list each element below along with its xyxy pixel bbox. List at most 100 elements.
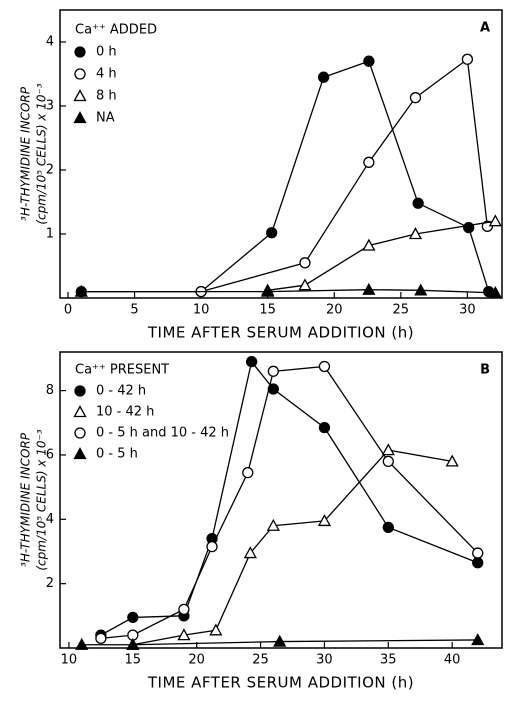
legend-label: NA — [96, 111, 115, 126]
y-tick-label: 3 — [46, 99, 54, 114]
legend-marker — [73, 111, 87, 124]
y-tick-label: 6 — [46, 447, 54, 462]
marker — [245, 356, 258, 368]
series-line — [100, 365, 479, 639]
marker — [261, 284, 275, 297]
marker — [317, 514, 332, 527]
marker — [75, 637, 89, 650]
marker — [362, 282, 376, 295]
series-line — [200, 58, 489, 293]
marker — [414, 283, 428, 296]
y-axis-title: ³H-THYMIDINE INCORP — [19, 432, 33, 567]
marker — [266, 227, 278, 239]
marker — [363, 55, 375, 67]
legend-marker — [74, 427, 86, 439]
series-line — [267, 220, 496, 291]
series-line — [81, 289, 496, 294]
plot-frame — [59, 351, 503, 649]
x-tick-label: 30 — [316, 653, 333, 668]
legend-label: 0 - 42 h — [96, 384, 146, 399]
marker — [273, 634, 287, 647]
marker — [488, 214, 502, 227]
x-tick-label: 10 — [61, 653, 78, 668]
marker — [445, 454, 459, 467]
marker — [409, 92, 422, 104]
marker — [463, 221, 475, 234]
y-tick-label: 2 — [46, 576, 54, 591]
legend-marker — [73, 89, 87, 102]
x-tick-label: 25 — [252, 653, 269, 668]
x-axis-title: TIME AFTER SERUM ADDITION (h) — [147, 674, 414, 692]
x-tick-label: 35 — [380, 653, 397, 668]
marker — [412, 197, 424, 209]
legend-marker — [74, 385, 86, 397]
marker — [127, 611, 139, 624]
y-tick-label: 1 — [46, 227, 54, 242]
x-tick-label: 25 — [393, 303, 410, 318]
marker — [74, 284, 88, 297]
marker — [472, 557, 484, 569]
legend-label: 10 - 42 h — [96, 405, 154, 420]
x-tick-label: 20 — [188, 653, 205, 668]
panel-label: A — [480, 21, 490, 36]
marker — [177, 628, 191, 641]
y-tick-label: 8 — [46, 383, 54, 398]
legend-title: Ca⁺⁺ ADDED — [75, 23, 157, 38]
marker — [267, 365, 279, 377]
x-tick-label: 15 — [125, 653, 142, 668]
legend-label: 0 - 5 h — [96, 447, 138, 462]
x-tick-label: 40 — [444, 653, 461, 668]
marker — [382, 521, 394, 533]
marker — [362, 238, 376, 251]
legend-label: 4 h — [96, 67, 117, 82]
marker — [382, 455, 394, 468]
y-tick-label: 4 — [46, 35, 54, 50]
marker — [243, 546, 257, 559]
marker — [95, 632, 107, 644]
x-tick-label: 5 — [130, 303, 138, 318]
y-tick-label: 2 — [46, 163, 54, 178]
legend-marker — [73, 405, 87, 418]
marker — [206, 541, 218, 553]
marker — [242, 467, 254, 479]
y-axis-title: (cpm/10⁵ CELLS) x 10⁻³ — [35, 429, 49, 570]
y-tick-label: 4 — [46, 512, 54, 527]
marker — [317, 71, 330, 83]
x-axis-title: TIME AFTER SERUM ADDITION (h) — [147, 324, 414, 342]
x-tick-label: 10 — [193, 303, 210, 318]
series-line — [132, 449, 453, 646]
marker — [209, 623, 223, 636]
legend-label: 0 h — [96, 45, 117, 60]
marker — [126, 637, 140, 650]
marker — [178, 603, 190, 616]
marker — [299, 257, 311, 269]
marker — [471, 633, 485, 646]
marker — [363, 156, 375, 168]
legend-label: 0 - 5 h and 10 - 42 h — [96, 426, 229, 441]
y-axis-title: ³H-THYMIDINE INCORP — [19, 86, 33, 221]
series-line — [100, 360, 478, 636]
marker — [488, 286, 502, 299]
legend-marker — [74, 68, 86, 80]
marker — [318, 421, 331, 434]
marker — [408, 227, 423, 240]
plot-frame — [59, 9, 503, 299]
x-tick-label: 0 — [64, 303, 72, 318]
x-tick-label: 30 — [459, 303, 476, 318]
x-tick-label: 20 — [326, 303, 343, 318]
panel-label: B — [480, 363, 490, 378]
marker — [381, 443, 395, 456]
legend-label: 8 h — [96, 89, 117, 104]
marker — [266, 518, 280, 531]
marker — [298, 278, 312, 291]
x-tick-label: 15 — [259, 303, 276, 318]
legend-title: Ca⁺⁺ PRESENT — [75, 363, 169, 378]
series-line — [81, 60, 490, 293]
marker — [318, 360, 331, 373]
series-line — [81, 639, 478, 646]
marker — [461, 53, 474, 65]
legend-marker — [73, 447, 87, 460]
y-axis-title: (cpm/10⁵ CELLS) x 10⁻³ — [35, 83, 49, 224]
